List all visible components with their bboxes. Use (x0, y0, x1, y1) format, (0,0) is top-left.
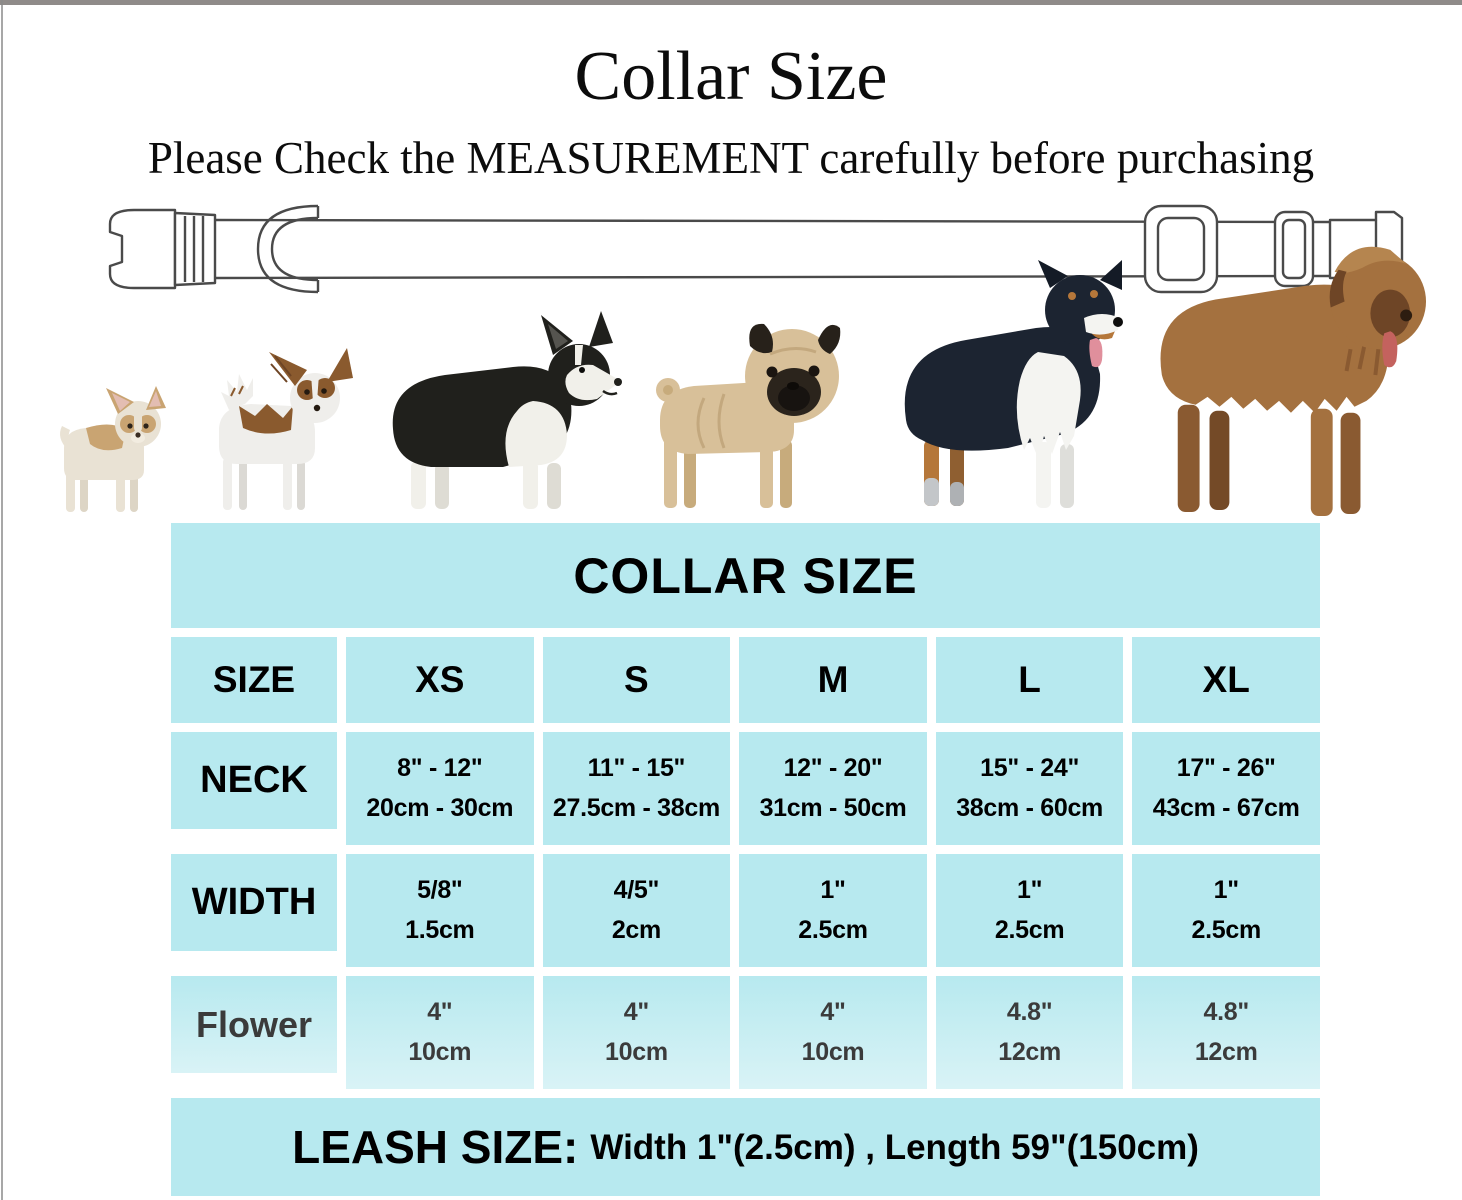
width-l-inches: 1" (1017, 875, 1043, 904)
top-gray-bar (0, 0, 1462, 5)
chihuahua-icon (60, 386, 166, 512)
neck-s-cm: 27.5cm - 38cm (552, 794, 720, 823)
leash-size-detail: Width 1"(2.5cm) , Length 59"(150cm) (590, 1127, 1199, 1167)
pug-icon (656, 323, 841, 508)
neck-row-label: NECK (171, 732, 337, 829)
neck-cell-xl: 17" - 26" 43cm - 67cm (1132, 732, 1320, 845)
briard-icon (1160, 246, 1427, 517)
width-l-cm: 2.5cm (994, 916, 1065, 945)
neck-cell-s: 11" - 15" 27.5cm - 38cm (542, 732, 731, 845)
width-xl-cm: 2.5cm (1191, 916, 1262, 945)
flower-xs-inches: 4" (427, 997, 453, 1026)
flower-xs-cm: 10cm (408, 1038, 472, 1067)
flower-cell-xs: 4" 10cm (346, 976, 534, 1089)
papillon-icon (219, 348, 353, 510)
flower-cell-m: 4" 10cm (739, 976, 927, 1089)
left-edge-line (1, 0, 3, 1200)
flower-cell-l: 4.8" 12cm (935, 976, 1124, 1089)
neck-row: NECK 8" - 12" 20cm - 30cm 11" - 15" 27.5… (171, 732, 1320, 845)
corgi-icon (392, 311, 622, 509)
width-cell-xs: 5/8" 1.5cm (346, 854, 534, 967)
width-row: WIDTH 5/8" 1.5cm 4/5" 2cm 1" 2.5cm 1" 2.… (171, 854, 1320, 967)
size-row: SIZE XS S M L XL (171, 637, 1320, 723)
neck-xs-cm: 20cm - 30cm (366, 794, 514, 823)
neck-l-inches: 15" - 24" (980, 753, 1080, 782)
page-subtitle: Please Check the MEASUREMENT carefully b… (147, 133, 1315, 183)
size-value-m: M (739, 637, 927, 723)
australian-shepherd-icon (904, 260, 1123, 508)
width-cell-s: 4/5" 2cm (542, 854, 731, 967)
width-row-label: WIDTH (171, 854, 337, 951)
neck-s-inches: 11" - 15" (587, 753, 686, 782)
width-m-inches: 1" (820, 875, 846, 904)
width-cell-xl: 1" 2.5cm (1132, 854, 1320, 967)
collar-size-table: COLLAR SIZE SIZE XS S M L XL NECK 8" - 1… (171, 523, 1320, 1196)
width-m-cm: 2.5cm (798, 916, 868, 945)
flower-l-inches: 4.8" (1006, 997, 1053, 1026)
collar-illustration-icon (108, 204, 1404, 294)
neck-cell-l: 15" - 24" 38cm - 60cm (935, 732, 1124, 845)
table-title: COLLAR SIZE (171, 523, 1320, 628)
leash-size-row: LEASH SIZE: Width 1"(2.5cm) , Length 59"… (171, 1098, 1320, 1196)
flower-l-cm: 12cm (998, 1038, 1061, 1067)
width-cell-m: 1" 2.5cm (739, 854, 927, 967)
width-xl-inches: 1" (1213, 875, 1239, 904)
neck-m-inches: 12" - 20" (783, 753, 883, 782)
flower-m-cm: 10cm (801, 1038, 865, 1067)
size-value-xs: XS (346, 637, 534, 723)
page-title: Collar Size (574, 38, 888, 115)
width-xs-inches: 5/8" (417, 875, 463, 904)
neck-l-cm: 38cm - 60cm (956, 794, 1103, 823)
neck-xl-cm: 43cm - 67cm (1152, 794, 1300, 823)
flower-s-cm: 10cm (605, 1038, 668, 1067)
size-value-s: S (542, 637, 731, 723)
neck-xs-inches: 8" - 12" (397, 753, 483, 782)
leash-size-label: LEASH SIZE: (292, 1121, 579, 1173)
neck-xl-inches: 17" - 26" (1176, 753, 1276, 782)
flower-xl-cm: 12cm (1194, 1038, 1258, 1067)
flower-xl-inches: 4.8" (1203, 997, 1249, 1026)
size-value-l: L (935, 637, 1124, 723)
width-xs-cm: 1.5cm (405, 916, 475, 945)
flower-cell-xl: 4.8" 12cm (1132, 976, 1320, 1089)
flower-m-inches: 4" (820, 997, 846, 1026)
width-s-inches: 4/5" (613, 875, 660, 904)
width-s-cm: 2cm (611, 916, 661, 945)
flower-row: Flower 4" 10cm 4" 10cm 4" 10cm 4.8" 12cm… (171, 976, 1320, 1089)
size-row-label: SIZE (171, 637, 337, 723)
neck-cell-m: 12" - 20" 31cm - 50cm (739, 732, 927, 845)
neck-m-cm: 31cm - 50cm (759, 794, 907, 823)
neck-cell-xs: 8" - 12" 20cm - 30cm (346, 732, 534, 845)
flower-cell-s: 4" 10cm (542, 976, 731, 1089)
width-cell-l: 1" 2.5cm (935, 854, 1124, 967)
flower-s-inches: 4" (623, 997, 649, 1026)
flower-row-label: Flower (171, 976, 337, 1073)
size-value-xl: XL (1132, 637, 1320, 723)
